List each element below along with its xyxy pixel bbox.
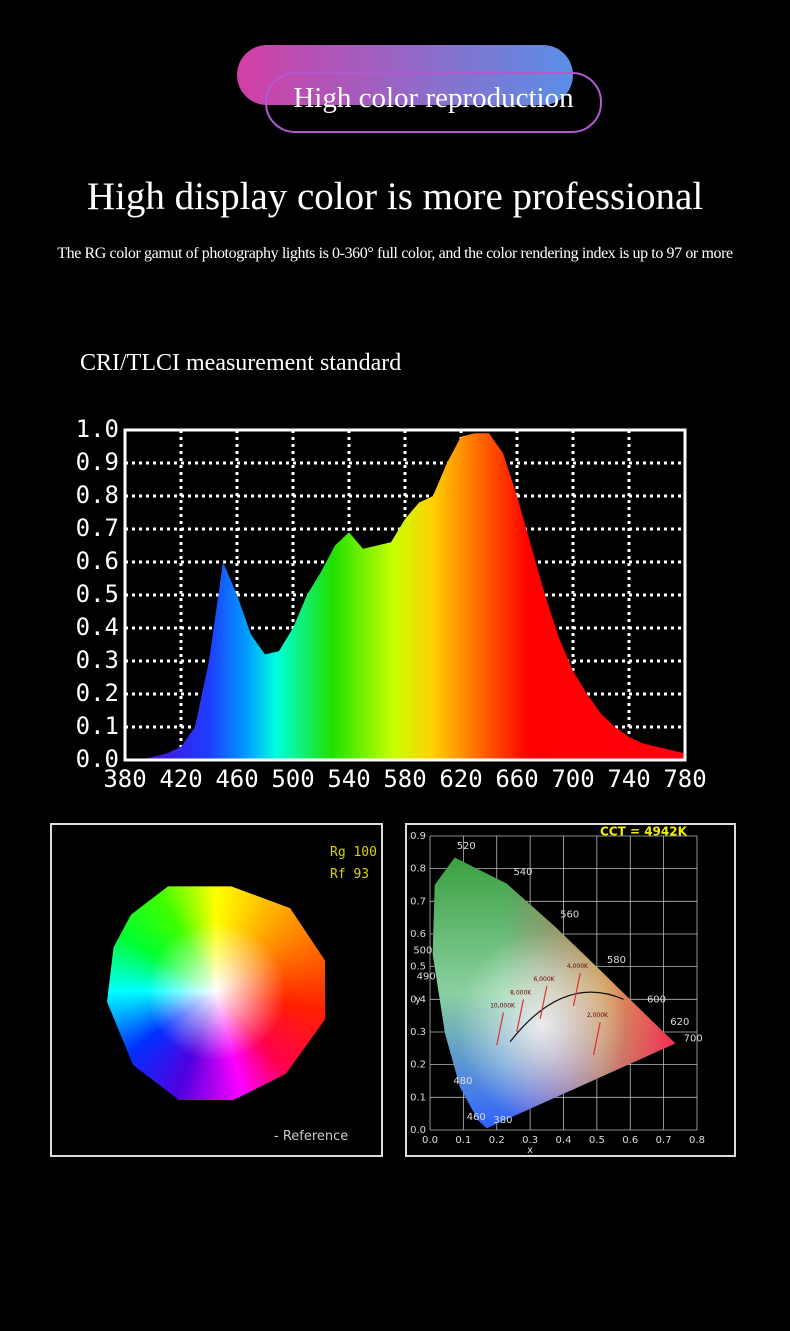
cie-y-tick: 0.1	[410, 1092, 426, 1103]
cie-wavelength: 600	[647, 994, 666, 1005]
y-tick-label: 0.9	[76, 448, 119, 476]
isotherm	[572, 973, 581, 1006]
y-tick-label: 0.1	[76, 712, 119, 740]
cie-y-tick: 0.3	[410, 1027, 426, 1038]
planck-curve	[509, 991, 624, 1043]
cie-x-tick: 0.5	[589, 1135, 605, 1146]
y-tick-label: 0.7	[76, 514, 119, 542]
y-tick-label: 0.5	[76, 580, 119, 608]
gamut-panel: Rg 100 Rf 93 - Reference	[50, 823, 383, 1157]
y-tick-label: 1.0	[76, 415, 119, 443]
x-tick-label: 620	[439, 765, 482, 793]
isotherm	[496, 1012, 505, 1046]
cie-wavelength: 520	[457, 841, 476, 852]
x-tick-label: 740	[607, 765, 650, 793]
cie-x-tick: 0.2	[489, 1135, 505, 1146]
cie-temperature: 10,000K	[490, 1002, 516, 1009]
cie-x-tick: 0.3	[522, 1135, 538, 1146]
cie-x-tick: 0.8	[689, 1135, 705, 1146]
cie-temperature: 4,000K	[567, 963, 589, 970]
spectrum-area	[125, 433, 685, 760]
cie-temperature: 6,000K	[533, 976, 555, 983]
cie-wavelength: 540	[513, 867, 532, 878]
cie-wavelength: 560	[560, 909, 579, 920]
gamut-rg: Rg 100	[330, 845, 377, 860]
cie-wavelength: 480	[453, 1076, 472, 1087]
cie-x-tick: 0.1	[455, 1135, 471, 1146]
cie-locus	[432, 857, 676, 1129]
cie-x-tick: 0.6	[622, 1135, 638, 1146]
cie-x-tick: 0.4	[556, 1135, 572, 1146]
y-tick-label: 0.4	[76, 613, 119, 641]
cie-y-tick: 0.2	[410, 1060, 426, 1071]
cie-wavelength: 460	[467, 1112, 486, 1123]
cie-wavelength: 380	[493, 1115, 512, 1126]
x-tick-label: 460	[215, 765, 258, 793]
x-tick-label: 660	[495, 765, 538, 793]
cie-y-tick: 0.4	[410, 994, 426, 1005]
cie-x-label: x	[527, 1145, 533, 1156]
cie-chart: 0.0 0.1 0.2 0.3 0.4 0.5 0.6 0.7 0.8 0.0 0.1 0.2 0.3 0…	[405, 823, 736, 1157]
cie-x-tick: 0.7	[656, 1135, 672, 1146]
badge-outline	[265, 72, 602, 133]
cie-y-tick: 0.5	[410, 962, 426, 973]
cie-y-tick: 0.7	[410, 896, 426, 907]
cie-y-label: y	[415, 994, 421, 1005]
subtitle: The RG color gamut of photography lights…	[57, 245, 733, 262]
cie-y-tick: 0.8	[410, 864, 426, 875]
cie-x-tick: 0.0	[422, 1135, 438, 1146]
cie-wavelength: 500	[413, 945, 432, 956]
y-tick-label: 0.3	[76, 646, 119, 674]
section-title: CRI/TLCI measurement standard	[80, 350, 402, 376]
x-tick-label: 700	[551, 765, 594, 793]
cie-wavelength: 700	[684, 1034, 703, 1045]
cie-cct: CCT = 4942K	[600, 825, 688, 839]
isotherm	[539, 986, 548, 1020]
gamut-wheel	[107, 886, 325, 1100]
y-tick-label: 0.0	[76, 745, 119, 773]
y-tick-label: 0.2	[76, 679, 119, 707]
x-tick-label: 580	[383, 765, 426, 793]
x-tick-label: 540	[327, 765, 370, 793]
x-tick-label: 380	[103, 765, 146, 793]
cie-wavelength: 490	[417, 971, 436, 982]
x-tick-label: 420	[159, 765, 202, 793]
cie-y-tick: 0.9	[410, 831, 426, 842]
gamut-rf: Rf 93	[330, 867, 370, 882]
isotherm	[516, 999, 525, 1033]
gamut-reference: - Reference	[274, 1129, 349, 1144]
y-tick-label: 0.6	[76, 547, 119, 575]
x-tick-label: 780	[663, 765, 706, 793]
cie-y-tick: 0.6	[410, 929, 426, 940]
spectrum-chart: 0.0 0.1 0.2 0.3 0.4 0.5 0.6 0.7 0.8 0.9 1.0 380 420 4…	[76, 415, 707, 793]
cie-wavelength: 620	[670, 1017, 689, 1028]
cie-y-tick: 0.0	[410, 1125, 426, 1136]
badge-text: High color reproduction	[293, 82, 574, 114]
y-tick-label: 0.8	[76, 481, 119, 509]
headline: High display color is more professional	[86, 175, 704, 218]
cie-wavelength: 580	[607, 955, 626, 966]
plot-frame	[123, 428, 687, 762]
cie-temperature: 8,000K	[510, 989, 532, 996]
cie-temperature: 2,000K	[587, 1012, 609, 1019]
isotherm	[592, 1022, 601, 1055]
x-tick-label: 500	[271, 765, 314, 793]
